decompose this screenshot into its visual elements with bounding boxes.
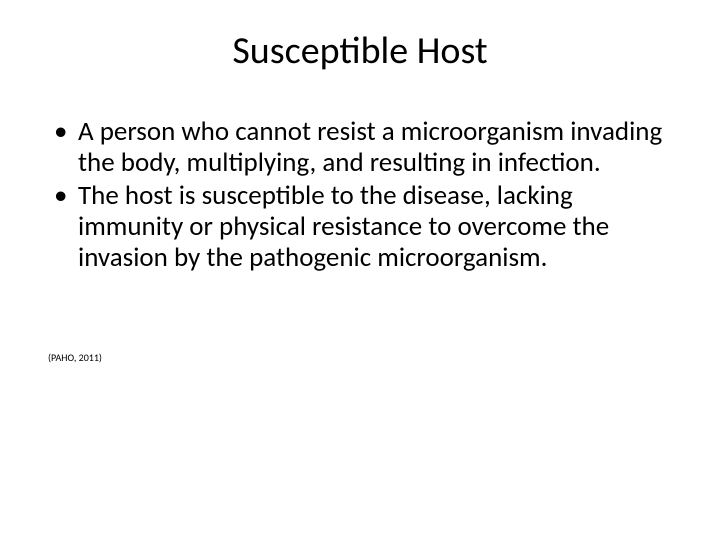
citation: (PAHO, 2011) (48, 351, 102, 364)
bullet-list: A person who cannot resist a microorgani… (48, 116, 672, 273)
slide-body: A person who cannot resist a microorgani… (48, 116, 672, 273)
slide: Susceptible Host A person who cannot res… (0, 0, 720, 540)
slide-title: Susceptible Host (48, 28, 672, 74)
bullet-item: The host is susceptible to the disease, … (48, 180, 672, 273)
bullet-item: A person who cannot resist a microorgani… (48, 116, 672, 178)
